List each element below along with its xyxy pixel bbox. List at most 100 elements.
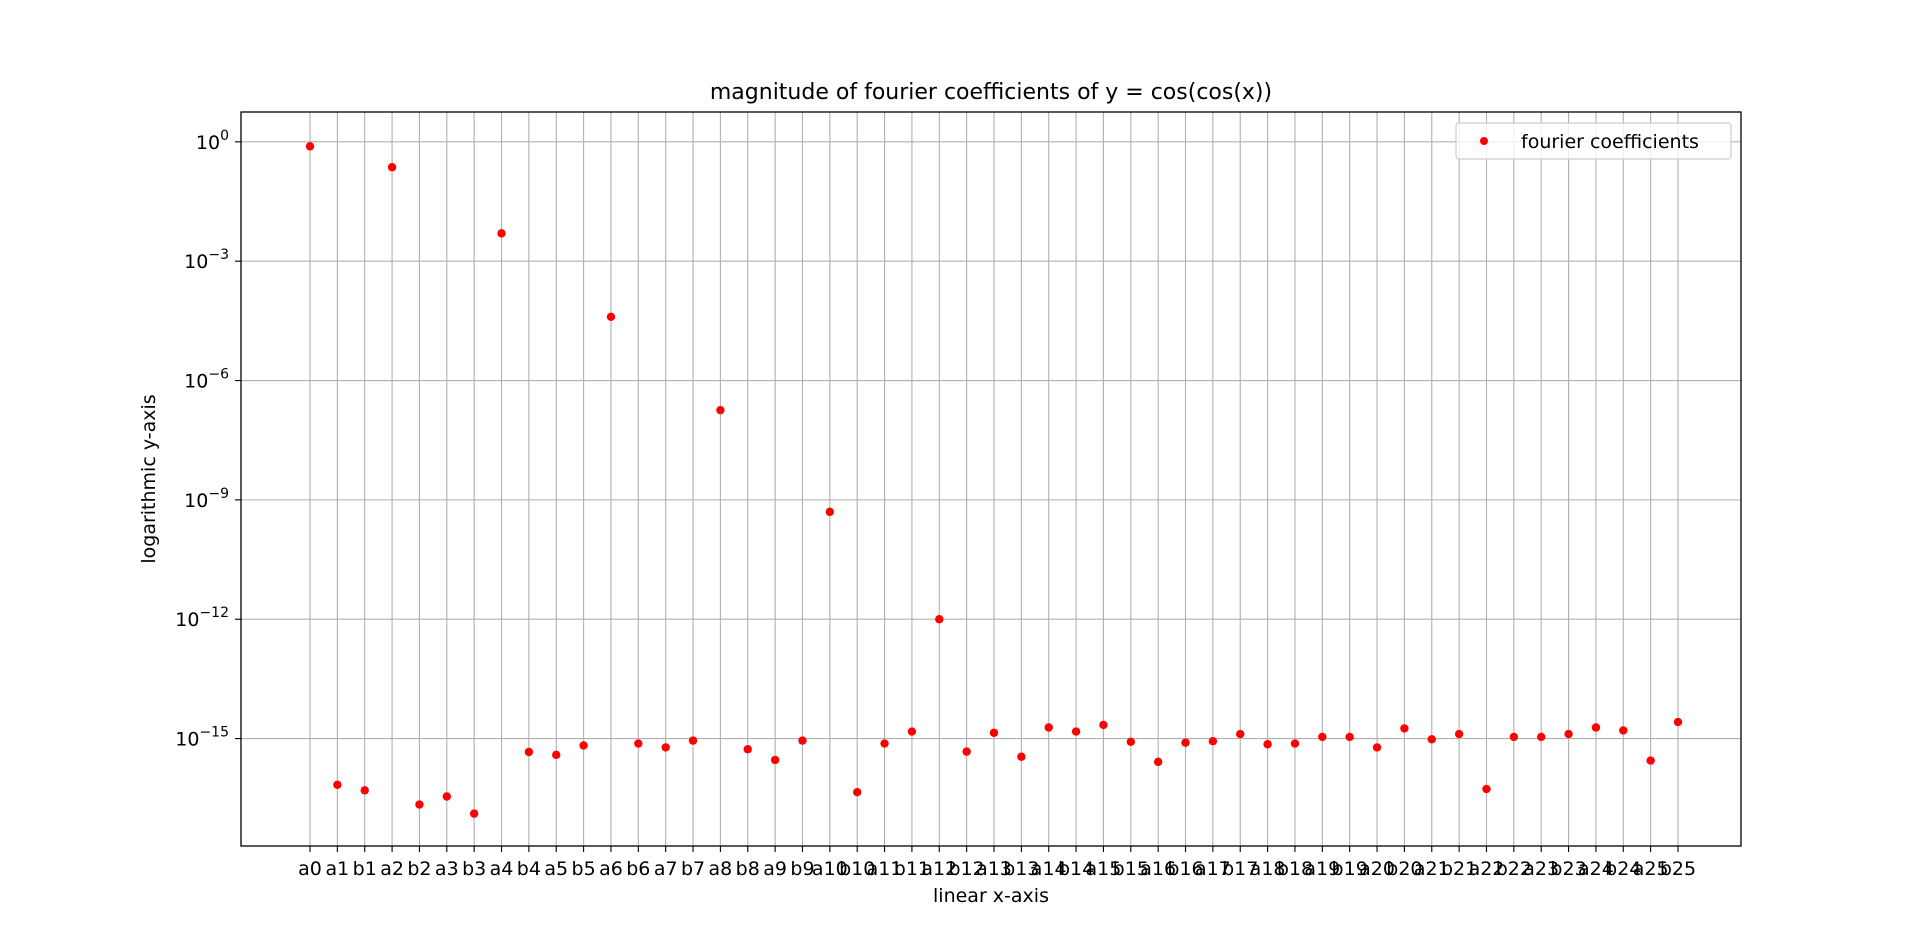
x-tick-label: a0 — [298, 858, 322, 880]
y-tick-label: 10−9 — [184, 486, 229, 512]
x-tick-label: a6 — [599, 858, 623, 880]
x-tick-label: b18 — [1277, 858, 1313, 880]
data-point — [360, 786, 369, 795]
data-point — [880, 739, 889, 748]
legend-box — [1455, 122, 1732, 160]
x-tick-label: a9 — [763, 858, 787, 880]
x-tick-label: b10 — [839, 858, 875, 880]
data-point — [1400, 724, 1409, 733]
y-tick-label: 10−6 — [184, 367, 229, 393]
y-tick-label: 10−3 — [184, 247, 229, 273]
x-tick-label: b22 — [1496, 858, 1532, 880]
x-tick-label: b6 — [626, 858, 650, 880]
x-tick-label: a4 — [490, 858, 514, 880]
x-tick-label: a1 — [325, 858, 349, 880]
data-point — [1454, 729, 1464, 739]
data-point — [743, 745, 752, 754]
data-point — [469, 809, 479, 818]
y-tick-label: 10−15 — [175, 725, 229, 751]
data-point — [415, 800, 424, 809]
x-tick-label: b20 — [1386, 858, 1422, 880]
x-tick-label: b7 — [681, 858, 705, 880]
x-tick-label: b3 — [462, 858, 486, 880]
data-point — [688, 736, 698, 745]
x-tick-label: a16 — [1140, 858, 1176, 880]
data-point — [853, 787, 862, 797]
x-tick-label: b5 — [572, 858, 596, 880]
x-tick-label: a12 — [921, 858, 957, 880]
axis-ticks — [235, 141, 1679, 852]
data-point — [989, 728, 999, 737]
data-point — [1646, 756, 1655, 765]
data-point — [798, 736, 807, 745]
data-point — [1564, 729, 1573, 739]
data-point — [1208, 736, 1218, 746]
data-point — [1290, 739, 1300, 748]
data-point — [1017, 752, 1026, 761]
data-point — [1537, 732, 1546, 742]
x-tick-label: b1 — [353, 858, 377, 880]
x-tick-label: a3 — [435, 858, 459, 880]
y-tick-labels: 100 10−3 10−6 10−9 10−12 10−15 — [175, 128, 229, 751]
data-point — [907, 727, 917, 736]
data-point — [1318, 732, 1327, 742]
x-axis-label: linear x-axis — [933, 885, 1049, 907]
data-point — [1181, 738, 1190, 747]
x-tick-label: a15 — [1086, 858, 1122, 880]
x-tick-labels: a0 a1 b1 a2 b2 a3 b3 a4 b4 a5 b5 a6 b6 a7 b7 a8 b8 a9 b9a1… — [298, 858, 1696, 880]
x-tick-label: b4 — [517, 858, 541, 880]
data-point — [387, 163, 397, 172]
x-tick-label: a22 — [1469, 858, 1505, 880]
plot-area-frame — [240, 111, 1742, 847]
data-point — [333, 780, 342, 789]
x-tick-label: b12 — [949, 858, 985, 880]
data-point — [1427, 735, 1436, 744]
x-tick-label: b23 — [1550, 858, 1586, 880]
data-point — [661, 743, 670, 752]
data-point — [1153, 757, 1163, 767]
data-point — [1071, 727, 1081, 736]
data-point — [1099, 720, 1108, 730]
x-tick-label: b25 — [1660, 858, 1696, 880]
x-tick-label: b15 — [1113, 858, 1149, 880]
x-tick-label: a23 — [1523, 858, 1559, 880]
data-point — [716, 405, 725, 415]
x-tick-label: a21 — [1414, 858, 1450, 880]
x-tick-label: a20 — [1359, 858, 1395, 880]
grid-lines — [241, 112, 1741, 846]
x-tick-label: b9 — [790, 858, 814, 880]
x-tick-label: b24 — [1605, 858, 1641, 880]
data-point — [1263, 740, 1272, 749]
chart-title: magnitude of fourier coefficients of y =… — [710, 80, 1272, 105]
x-tick-label: b14 — [1058, 858, 1094, 880]
x-tick-label: a18 — [1250, 858, 1286, 880]
data-point — [634, 739, 643, 748]
x-tick-label: a17 — [1195, 858, 1231, 880]
y-axis-label: logarithmic y-axis — [138, 394, 160, 563]
data-point — [1345, 732, 1354, 742]
data-point — [1126, 737, 1136, 747]
legend: fourier coefficients — [1455, 122, 1732, 160]
x-tick-label: b2 — [407, 858, 431, 880]
data-point — [1236, 729, 1245, 739]
x-tick-label: b11 — [894, 858, 930, 880]
data-point — [606, 312, 616, 322]
x-tick-label: b13 — [1003, 858, 1039, 880]
data-point — [962, 747, 971, 756]
x-tick-label: a11 — [867, 858, 903, 880]
data-point — [442, 792, 451, 801]
legend-label: fourier coefficients — [1521, 131, 1699, 153]
x-tick-label: a8 — [709, 858, 733, 880]
x-tick-label: a7 — [654, 858, 678, 880]
x-tick-label: b16 — [1167, 858, 1203, 880]
data-point — [305, 142, 315, 151]
x-tick-label: a13 — [976, 858, 1012, 880]
x-tick-label: a10 — [812, 858, 848, 880]
data-point — [1619, 726, 1628, 735]
data-point — [770, 755, 780, 765]
data-point — [1044, 723, 1053, 732]
y-tick-label: 100 — [196, 128, 229, 154]
x-tick-label: b21 — [1441, 858, 1477, 880]
